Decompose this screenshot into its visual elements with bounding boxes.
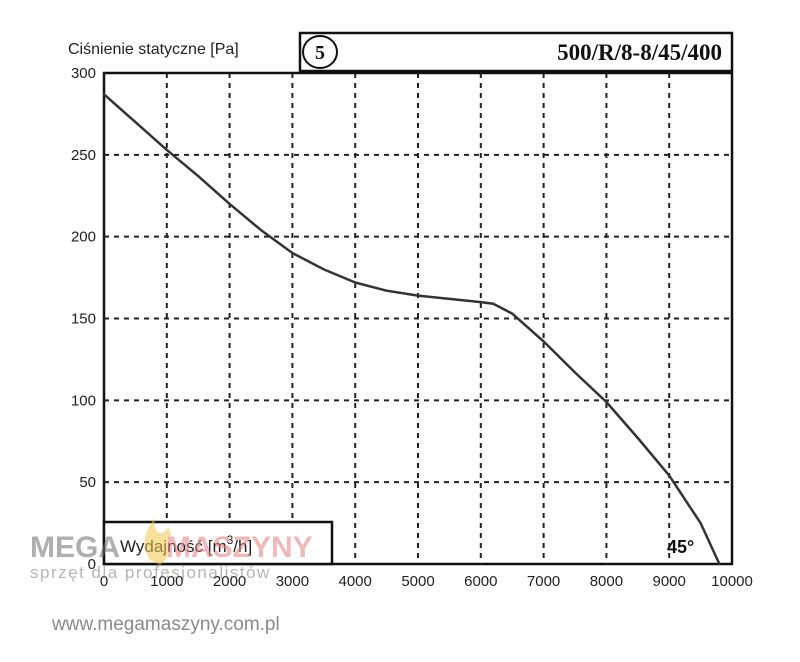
angle-annotation: 45° <box>667 537 694 557</box>
chart-number-label: 5 <box>315 42 325 64</box>
x-axis-label-box <box>102 520 334 566</box>
y-tick-label: 250 <box>71 147 96 164</box>
watermark-flame-icon <box>144 518 172 565</box>
chart-number-badge <box>302 35 338 69</box>
y-tick-label: 200 <box>71 229 96 246</box>
y-tick-label: 300 <box>71 65 96 82</box>
website-url: www.megamaszyny.com.pl <box>52 614 280 635</box>
title-box <box>298 31 734 73</box>
x-tick-label: 4000 <box>339 573 372 590</box>
x-tick-label: 9000 <box>653 573 686 590</box>
x-tick-label: 1000 <box>150 573 183 590</box>
x-tick-label: 2000 <box>213 573 246 590</box>
x-tick-label: 10000 <box>711 573 753 590</box>
watermark-brand-left: MEGA <box>30 531 120 564</box>
y-tick-label: 100 <box>71 392 96 409</box>
watermark-logo: MEGA MASZYNY sprzęt dla profesjonalistów <box>30 518 313 582</box>
x-tick-label: 5000 <box>401 573 434 590</box>
x-tick-label: 8000 <box>590 573 623 590</box>
y-axis-ticks: 300 250 200 150 100 50 0 <box>71 65 96 573</box>
grid-lines <box>104 73 732 564</box>
x-tick-label: 7000 <box>527 573 560 590</box>
x-axis-ticks: 0 1000 2000 3000 4000 5000 6000 7000 8000 9000 100… <box>100 573 753 590</box>
watermark-brand-right: MASZYNY <box>166 531 313 564</box>
y-tick-label: 50 <box>79 474 96 491</box>
watermark-tagline: sprzęt dla profesjonalistów <box>30 563 271 582</box>
chart-title: 500/R/8-8/45/400 <box>557 40 722 65</box>
x-tick-label: 0 <box>100 573 108 590</box>
y-tick-label: 0 <box>88 556 96 573</box>
series-layer <box>102 93 721 566</box>
series-line <box>102 93 721 566</box>
x-tick-label: 6000 <box>464 573 497 590</box>
x-tick-label: 3000 <box>276 573 309 590</box>
y-tick-label: 150 <box>71 311 96 328</box>
y-axis-label: Ciśnienie statyczne [Pa] <box>68 41 239 58</box>
